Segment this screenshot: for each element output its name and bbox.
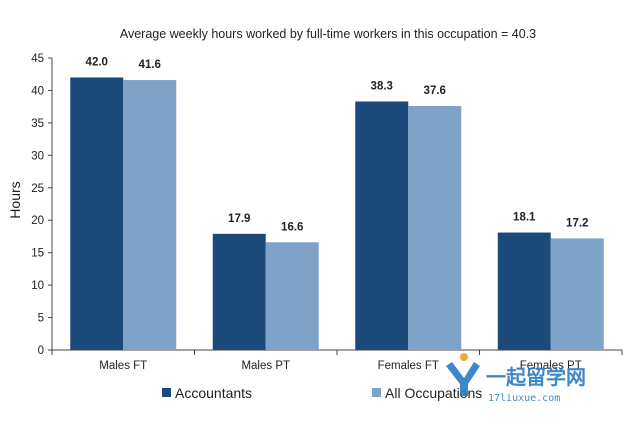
data-label: 16.6 [281,221,303,233]
legend-swatch [162,388,171,397]
watermark-url-text: 17liuxue.com [488,393,560,404]
data-label: 41.6 [139,59,161,71]
data-label: 17.2 [566,217,588,229]
y-tick-label: 45 [31,53,44,65]
bar-accountants [70,77,124,350]
y-tick-label: 25 [31,183,44,195]
plot-area: 0 5 10 15 20 25 30 35 40 45 Males FT 42.0 41.6 Males … [31,53,623,372]
data-label: 18.1 [513,212,536,224]
watermark-figure-icon [446,362,480,396]
y-tick-label: 35 [31,118,44,130]
y-tick-label: 10 [31,280,44,292]
legend-label: All Occupations [385,385,482,401]
watermark-head-icon [460,353,468,361]
y-tick-label: 20 [31,215,44,227]
data-label: 38.3 [371,80,393,92]
x-tick-label: Males PT [241,360,290,372]
y-tick-label: 40 [31,85,44,97]
chart-title: Average weekly hours worked by full-time… [120,27,536,41]
bar-all-occupations [408,106,462,350]
y-axis-label: Hours [7,181,23,218]
bar-all-occupations [550,238,604,350]
legend-label: Accountants [175,385,252,401]
y-tick-label: 15 [31,248,44,260]
watermark-cn-text: 一起留学网 [486,365,586,389]
y-tick-label: 30 [31,150,44,162]
data-label: 42.0 [86,56,108,68]
bar-all-occupations [265,242,319,350]
x-tick-label: Females PT [520,360,582,372]
bar-accountants [212,233,266,350]
bar-accountants [497,232,551,350]
legend-swatch [372,388,381,397]
legend: Accountants All Occupations [162,385,482,401]
y-tick-label: 0 [38,345,44,357]
data-label: 17.9 [228,213,250,225]
x-tick-label: Females FT [378,360,439,372]
bar-all-occupations [123,80,177,350]
data-label: 37.6 [424,85,446,97]
watermark-logo: 一起留学网 17liuxue.com [446,353,586,404]
bar-accountants [355,101,409,350]
y-tick-label: 5 [38,313,44,325]
watermark: 一起留学网 17liuxue.com [446,353,586,404]
x-tick-label: Males FT [99,360,147,372]
